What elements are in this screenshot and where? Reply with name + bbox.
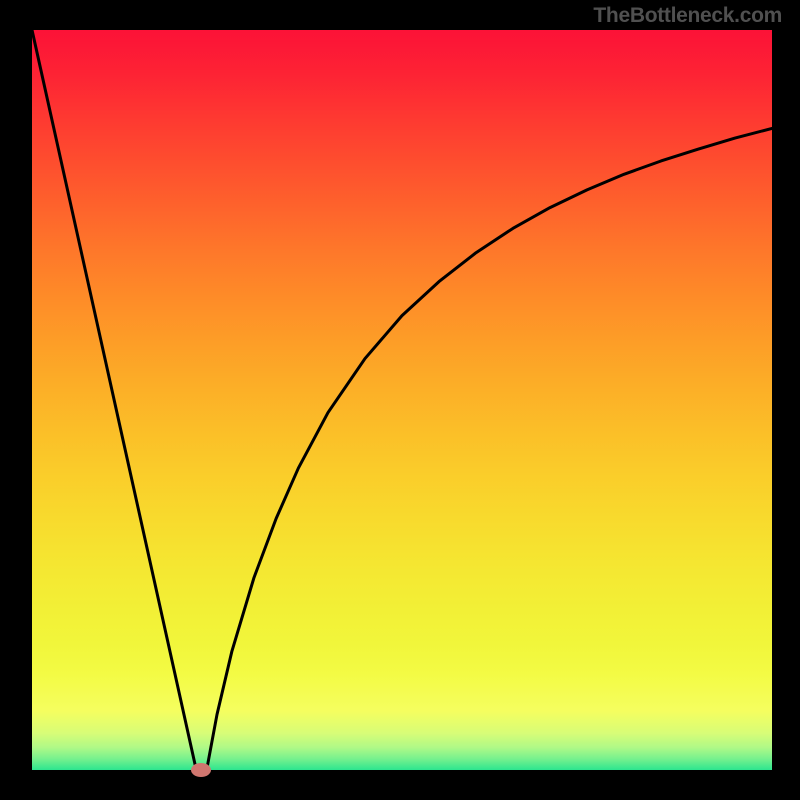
main-curve [32,30,772,770]
watermark-text: TheBottleneck.com [593,4,782,28]
chart-container: TheBottleneck.com [0,0,800,800]
curve-layer [0,0,800,800]
